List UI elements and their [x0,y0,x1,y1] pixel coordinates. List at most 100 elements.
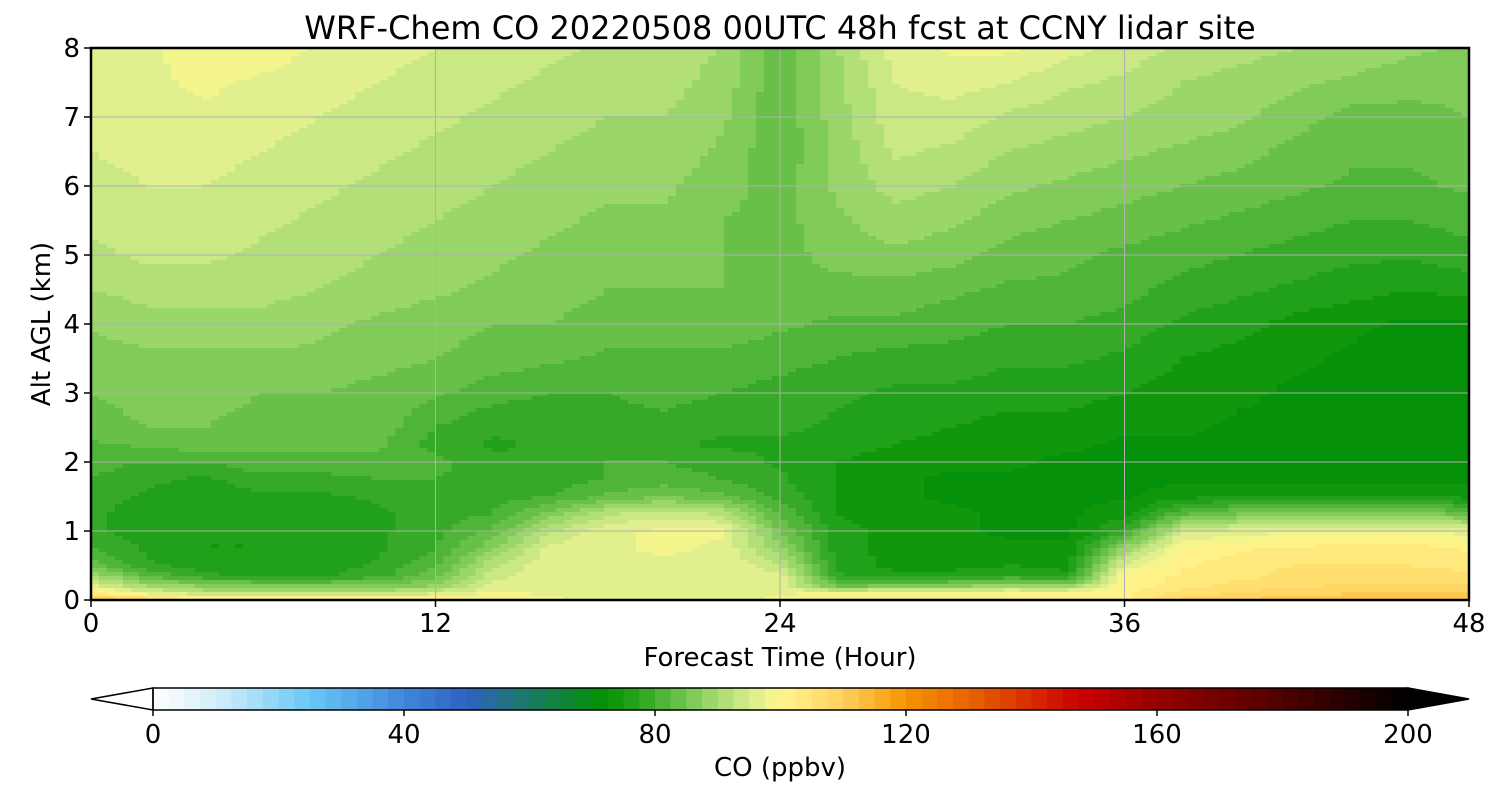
contour-cell [395,368,525,373]
contour-cell [1436,292,1469,297]
contour-cell [1268,200,1469,205]
contour-cell [291,56,421,61]
colorbar-segment [607,688,625,710]
contour-cell [1212,348,1342,353]
contour-cell [1132,572,1182,577]
contour-cell [1076,580,1086,585]
contour-cell [771,508,797,513]
contour-cell [1252,292,1390,297]
contour-cell [924,148,1013,153]
colorbar-segment [749,688,766,710]
contour-cell [91,268,356,273]
contour-cell [1148,544,1166,549]
contour-cell [219,544,236,549]
contour-cell [427,448,493,453]
contour-cell [91,596,116,600]
contour-cell [1068,364,1174,369]
y-tick-label: 7 [63,103,80,133]
contour-cell [171,68,276,73]
contour-cell [796,556,805,561]
contour-cell [595,296,957,301]
contour-cell [1172,88,1302,93]
contour-cell [331,108,477,113]
colorbar-segment [529,688,546,710]
contour-cell [1452,500,1469,505]
contour-cell [884,48,941,53]
contour-cell [395,588,445,593]
contour-cell [1108,552,1118,557]
contour-cell [731,448,877,453]
contour-cell [427,436,493,441]
contour-cell [996,200,1134,205]
contour-cell [235,544,244,549]
contour-cell [123,296,292,301]
contour-cell [91,420,140,425]
contour-cell [403,240,541,245]
contour-cell [563,360,829,365]
contour-cell [1092,256,1230,261]
contour-cell [804,128,829,133]
contour-cell [884,124,981,129]
contour-cell [547,524,573,529]
contour-cell [1100,524,1126,529]
contour-cell [283,224,429,229]
contour-cell [91,344,140,349]
contour-cell [499,544,517,549]
contour-cell [980,168,1094,173]
contour-cell [499,520,525,525]
contour-cell [267,304,413,309]
contour-cell [723,284,997,289]
contour-cell [731,528,749,533]
contour-cell [683,180,749,185]
contour-cell [683,176,749,181]
contour-cell [1204,544,1318,549]
contour-cell [419,300,589,305]
contour-cell [475,332,773,337]
contour-cell [139,492,332,497]
contour-cell [747,168,797,173]
contour-cell [836,488,925,493]
contour-cell [1108,532,1126,537]
contour-cell [731,108,757,113]
contour-cell [1148,56,1262,61]
colorbar-segment [1251,688,1268,710]
contour-cell [371,376,485,381]
colorbar-segment [1094,688,1111,710]
contour-cell [163,576,204,581]
contour-cell [828,160,861,165]
contour-cell [1220,420,1469,425]
contour-cell [1292,92,1469,97]
contour-cell [371,172,517,177]
x-axis-label: Forecast Time (Hour) [643,643,916,673]
contour-cell [820,540,829,545]
contour-cell [812,560,829,565]
contour-cell [1148,528,1158,533]
contour-cell [1084,316,1182,321]
contour-cell [1164,592,1222,597]
contour-cell [731,520,749,525]
contour-cell [924,496,1134,501]
colorbar-segment [1047,688,1064,710]
contour-cell [956,424,1214,429]
contour-cell [91,532,116,537]
contour-cell [1052,64,1142,69]
contour-cell [491,528,509,533]
contour-cell [499,264,725,269]
contour-cell [179,596,461,600]
contour-cell [844,92,877,97]
colorbar-extend-max [1407,687,1470,711]
contour-cell [884,144,941,149]
contour-cell [828,152,861,157]
contour-cell [828,576,837,581]
contour-cell [1252,404,1469,409]
contour-cell [1324,584,1469,589]
contour-cell [707,472,789,477]
contour-cell [563,56,709,61]
contour-cell [1164,324,1270,329]
contour-cell [115,532,389,537]
contour-cell [1020,76,1110,81]
contour-cell [908,240,1005,245]
contour-cell [836,564,877,569]
